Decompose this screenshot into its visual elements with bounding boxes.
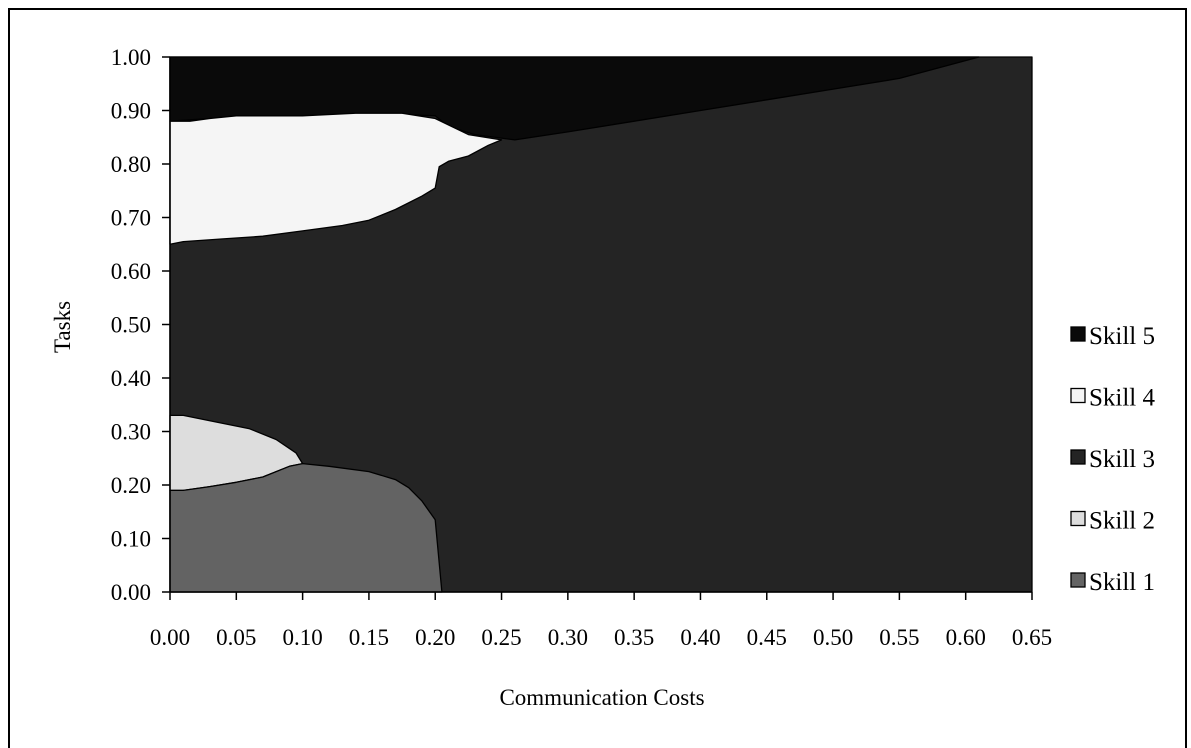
legend-swatch-skill-5 [1070,326,1086,342]
legend-swatch-skill-3 [1070,449,1086,465]
x-tick-label: 0.65 [1012,625,1052,650]
axes-layer [162,56,1033,600]
x-axis-title: Communication Costs [499,685,704,710]
x-tick-label: 0.55 [879,625,919,650]
region-skill-1 [169,462,443,593]
legend-label-skill-2: Skill 2 [1089,508,1155,535]
x-tick-label: 0.20 [415,625,455,650]
region-skill-4 [169,112,503,245]
x-tick-label: 0.60 [946,625,986,650]
y-tick-label: 0.80 [111,152,151,177]
x-tick-label: 0.15 [349,625,389,650]
x-tick-label: 0.50 [813,625,853,650]
regions-layer [169,56,1033,593]
legend-label-skill-3: Skill 3 [1089,446,1155,473]
legend-label-skill-5: Skill 5 [1089,323,1155,350]
y-tick-labels: 0.00 0.10 0.20 0.30 0.40 0.50 0.60 0.70 0.80 0.90… [111,45,151,605]
x-tick-label: 0.35 [614,625,654,650]
x-tick-label: 0.45 [747,625,787,650]
y-tick-label: 0.40 [111,366,151,391]
y-tick-label: 0.10 [111,527,151,552]
y-tick-label: 0.70 [111,206,151,231]
x-tick-label: 0.40 [680,625,720,650]
y-tick-label: 0.90 [111,99,151,124]
y-tick-label: 0.20 [111,473,151,498]
legend-swatch-skill-1 [1070,572,1086,588]
x-tick-label: 0.10 [282,625,322,650]
y-tick-label: 0.60 [111,259,151,284]
legend-swatch-skill-4 [1070,387,1086,404]
y-tick-label: 0.50 [111,313,151,338]
y-tick-label: 0.30 [111,420,151,445]
legend: Skill 5 Skill 4 Skill 3 Skill 2 Skill 1 [1070,323,1155,596]
x-tick-label: 0.05 [216,625,256,650]
y-tick-label: 0.00 [111,580,151,605]
legend-label-skill-4: Skill 4 [1089,385,1155,412]
x-tick-label: 0.25 [481,625,521,650]
y-tick-label: 1.00 [111,45,151,70]
y-axis-title: Tasks [50,301,75,353]
x-tick-label: 0.00 [150,625,190,650]
legend-label-skill-1: Skill 1 [1089,569,1155,596]
x-tick-label: 0.30 [548,625,588,650]
legend-swatch-skill-2 [1070,510,1086,527]
x-tick-labels: 0.00 0.05 0.10 0.15 0.20 0.25 0.30 0.35 0.40 0.45… [150,625,1052,650]
